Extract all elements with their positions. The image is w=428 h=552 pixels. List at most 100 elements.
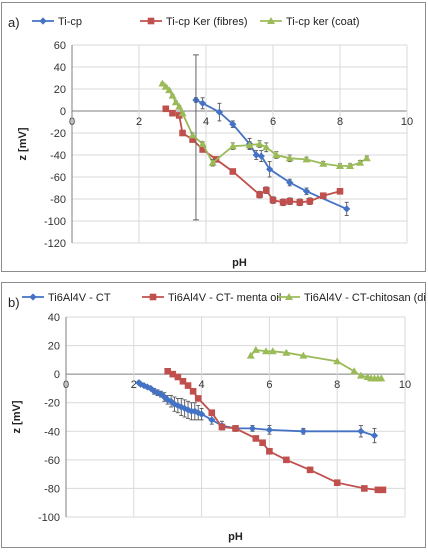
x-tick-label: 10 — [401, 116, 413, 128]
data-point — [161, 82, 170, 90]
data-point — [269, 196, 277, 204]
panel-label: a) — [8, 15, 20, 30]
data-point — [336, 188, 344, 195]
y-tick-label: 20 — [48, 341, 60, 353]
data-point — [188, 131, 197, 139]
data-point — [319, 159, 328, 167]
data-point — [333, 479, 341, 487]
legend-label: Ti-cp Ker (fibres) — [166, 16, 248, 28]
data-point — [259, 439, 266, 447]
data-point — [266, 447, 273, 455]
series-line — [161, 82, 368, 167]
x-axis-label: pH — [228, 531, 243, 543]
legend-marker — [39, 17, 47, 25]
data-point — [361, 485, 368, 492]
data-point — [189, 387, 197, 395]
data-point — [283, 456, 290, 464]
data-point — [245, 141, 254, 149]
series-3 — [246, 345, 386, 382]
x-tick-label: 10 — [399, 379, 411, 391]
data-point — [246, 351, 255, 359]
legend-entry: Ti-cp Ker (fibres) — [140, 16, 248, 28]
series-3 — [158, 79, 371, 169]
data-point — [285, 154, 294, 162]
legend-label: Ti6Al4V - CT — [48, 292, 111, 304]
y-tick-label: -60 — [50, 172, 66, 184]
data-point — [356, 371, 365, 379]
data-point — [179, 129, 186, 137]
data-point — [362, 154, 371, 162]
data-point — [179, 377, 187, 385]
legend-label: Ti-cp — [58, 16, 82, 28]
data-point — [286, 197, 294, 205]
x-tick-label: 2 — [136, 116, 142, 128]
data-point — [252, 435, 260, 442]
data-point — [218, 423, 226, 431]
y-tick-label: 0 — [60, 106, 66, 118]
data-point — [299, 427, 307, 435]
data-point — [357, 427, 365, 435]
legend-marker — [147, 17, 155, 25]
x-tick-label: 6 — [270, 116, 276, 128]
gridlines — [65, 316, 406, 518]
y-axis-label: z [mV] — [17, 127, 29, 160]
data-point — [379, 486, 387, 494]
y-tick-label: -20 — [50, 128, 66, 140]
data-point — [272, 151, 281, 158]
data-point — [229, 168, 237, 175]
y-tick-label: 0 — [54, 369, 60, 381]
data-point — [228, 142, 237, 150]
data-point — [169, 370, 177, 378]
data-point — [299, 351, 308, 359]
data-point — [165, 86, 174, 94]
x-tick-label: 4 — [203, 116, 209, 128]
data-point — [208, 409, 216, 417]
data-point — [370, 431, 379, 440]
data-point — [262, 143, 271, 151]
data-point — [336, 162, 344, 169]
y-tick-label: -20 — [44, 398, 60, 410]
data-point — [199, 99, 207, 107]
data-point — [265, 426, 273, 434]
data-point — [150, 387, 158, 395]
data-point — [262, 347, 271, 355]
data-point — [266, 165, 274, 173]
data-point — [232, 425, 239, 432]
legend-entry: Ti-cp — [32, 16, 82, 28]
data-point — [189, 136, 196, 143]
data-point — [177, 403, 185, 411]
data-point — [160, 393, 168, 401]
y-tick-label: -40 — [50, 150, 66, 162]
x-axis-label: pH — [232, 257, 247, 269]
legend-entry: Ti-cp ker (coat) — [260, 16, 360, 28]
data-point — [306, 466, 314, 474]
data-point — [174, 373, 182, 381]
data-point — [306, 197, 314, 205]
x-tick-label: 4 — [199, 379, 205, 391]
data-point — [350, 367, 359, 375]
y-tick-label: -40 — [44, 426, 60, 438]
data-point — [175, 102, 184, 110]
legend-label: Ti6Al4V - CT-chitosan (dir) — [304, 292, 425, 304]
data-point — [333, 357, 342, 365]
data-point — [171, 98, 180, 106]
data-point — [168, 91, 177, 99]
legend-marker — [149, 293, 157, 301]
y-tick-label: 40 — [48, 312, 60, 324]
y-tick-label: -120 — [44, 238, 66, 250]
data-point — [319, 192, 327, 199]
data-point — [302, 155, 311, 163]
data-point — [251, 345, 260, 353]
data-point — [256, 191, 263, 198]
data-point — [286, 178, 294, 187]
data-point — [279, 199, 287, 206]
y-axis-label: z [mV] — [11, 400, 23, 433]
data-point — [263, 186, 270, 194]
legend-marker — [267, 17, 275, 24]
data-point — [343, 205, 351, 213]
data-point — [158, 79, 167, 87]
y-tick-label: 40 — [54, 62, 66, 74]
data-point — [178, 109, 187, 117]
series-2 — [164, 367, 387, 494]
